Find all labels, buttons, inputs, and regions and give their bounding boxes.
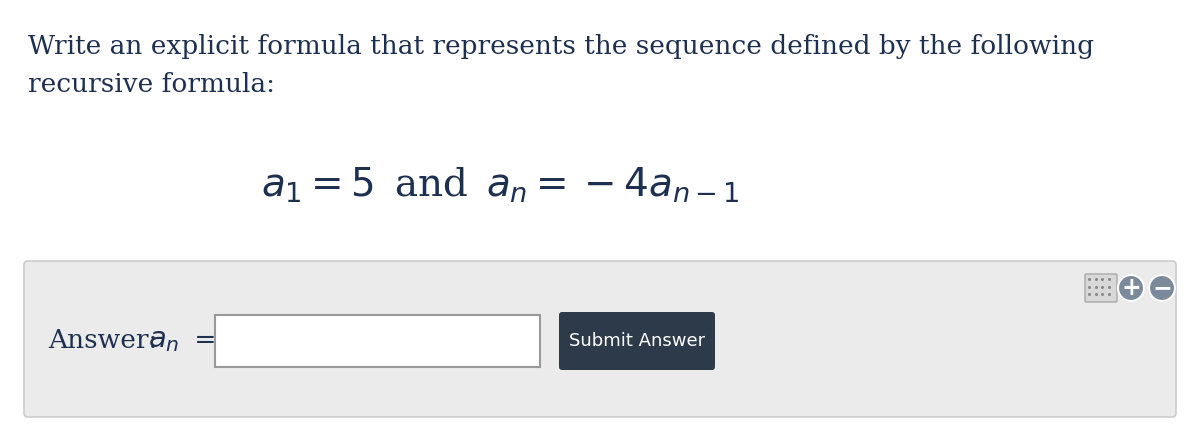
FancyBboxPatch shape — [1085, 274, 1117, 302]
Text: Submit Answer: Submit Answer — [569, 332, 706, 350]
Text: +: + — [1121, 276, 1141, 300]
Text: recursive formula:: recursive formula: — [28, 72, 275, 97]
Text: Write an explicit formula that represents the sequence defined by the following: Write an explicit formula that represent… — [28, 34, 1094, 59]
Text: −: − — [1152, 276, 1172, 300]
Text: Answer:: Answer: — [48, 328, 166, 352]
Text: $a_n$: $a_n$ — [148, 326, 179, 354]
FancyBboxPatch shape — [215, 315, 540, 367]
FancyBboxPatch shape — [24, 261, 1176, 417]
Text: $a_1 = 5\,$ and $\,a_n = -4a_{n-1}$: $a_1 = 5\,$ and $\,a_n = -4a_{n-1}$ — [260, 165, 739, 204]
Circle shape — [1118, 275, 1144, 301]
Circle shape — [1150, 275, 1175, 301]
Text: =: = — [186, 328, 216, 352]
FancyBboxPatch shape — [559, 312, 715, 370]
